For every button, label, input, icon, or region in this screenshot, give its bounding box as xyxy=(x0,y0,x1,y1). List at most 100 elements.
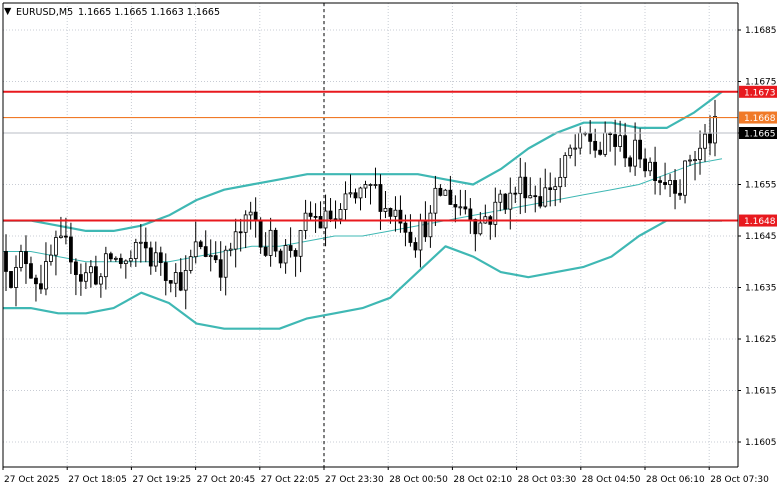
price-level-tag-1.1668 xyxy=(739,111,777,124)
candle-bear xyxy=(178,272,183,291)
candle-bull xyxy=(358,187,363,199)
candle-bear xyxy=(708,133,712,144)
candle-bull xyxy=(14,267,18,288)
candles-layer xyxy=(4,99,717,310)
candle-bull xyxy=(153,252,158,267)
candle-bear xyxy=(593,140,598,151)
candle-bull xyxy=(568,147,573,156)
bollinger-lower-line xyxy=(3,219,722,330)
candle-bull xyxy=(458,206,463,209)
candle-bear xyxy=(78,274,83,282)
candle-bull xyxy=(49,254,53,262)
candle-bull xyxy=(248,211,253,216)
candle-bear xyxy=(598,149,603,155)
candle-bear xyxy=(318,216,323,229)
candle-bull xyxy=(553,186,558,191)
y-tick-label: 1.1645 xyxy=(745,232,777,242)
last-price-tag-text: 1.1665 xyxy=(744,130,776,140)
candle-bear xyxy=(293,250,298,257)
price-levels xyxy=(3,90,738,222)
candle-bull xyxy=(443,189,448,196)
candle-bull xyxy=(518,176,523,195)
candle-bear xyxy=(623,135,628,159)
candle-bear xyxy=(263,246,268,256)
price-level-tag-text: 1.1673 xyxy=(744,88,776,98)
x-tick-label: 27 Oct 18:05 xyxy=(68,475,127,485)
candle-bear xyxy=(148,247,153,267)
candle-bull xyxy=(603,132,608,155)
candle-bull xyxy=(208,255,213,258)
x-tick-label: 28 Oct 00:50 xyxy=(389,475,448,485)
candle-bear xyxy=(448,189,453,205)
y-tick-label: 1.1685 xyxy=(745,26,777,36)
candle-bull xyxy=(498,193,503,203)
x-tick-label: 28 Oct 04:50 xyxy=(582,475,641,485)
candle-bear xyxy=(213,255,218,261)
candle-bear xyxy=(353,192,358,199)
candle-bear xyxy=(198,241,203,248)
x-tick-label: 28 Oct 02:10 xyxy=(453,475,512,485)
candle-bear xyxy=(108,253,113,260)
candle-bear xyxy=(278,250,283,264)
chart-header: ▼ EURUSD,M5 1.1665 1.1665 1.1663 1.1665 xyxy=(4,6,220,18)
candle-bear xyxy=(663,182,667,185)
y-tick-label: 1.1675 xyxy=(745,78,777,88)
candle-bull xyxy=(373,184,378,186)
candle-bull xyxy=(528,195,533,199)
ohlc-values: 1.1665 1.1665 1.1663 1.1665 xyxy=(78,7,220,18)
candle-bear xyxy=(218,259,223,278)
candle-bull xyxy=(578,132,583,149)
candle-bear xyxy=(313,216,318,218)
candle-bull xyxy=(703,133,707,149)
candle-bull xyxy=(493,201,498,225)
x-tick-label: 27 Oct 19:25 xyxy=(132,475,191,485)
candle-bear xyxy=(638,139,643,160)
x-tick-label: 27 Oct 22:05 xyxy=(261,475,320,485)
candle-bull xyxy=(283,245,288,264)
candle-bull xyxy=(383,208,388,212)
candle-bull xyxy=(303,212,308,231)
candle-bear xyxy=(413,242,418,251)
x-tick-label: 28 Oct 03:30 xyxy=(518,475,577,485)
candle-bear xyxy=(69,236,73,263)
candle-bear xyxy=(408,231,413,243)
candle-bull xyxy=(563,155,568,178)
candle-bear xyxy=(4,251,8,272)
candle-bear xyxy=(403,222,408,233)
dropdown-arrow-icon[interactable]: ▼ xyxy=(4,6,12,17)
candle-bear xyxy=(643,158,647,172)
candle-bear xyxy=(203,246,208,257)
candle-bear xyxy=(613,134,618,147)
candle-bear xyxy=(64,235,68,238)
candle-bull xyxy=(268,229,273,256)
candle-bear xyxy=(453,204,458,208)
candle-bear xyxy=(118,257,123,265)
x-tick-label: 27 Oct 20:45 xyxy=(197,475,256,485)
candle-bull xyxy=(138,241,143,244)
candle-bear xyxy=(473,219,478,235)
candle-bull xyxy=(243,214,248,233)
symbol-timeframe: EURUSD,M5 xyxy=(16,7,73,18)
candle-bull xyxy=(44,261,48,290)
candle-bull xyxy=(54,237,58,256)
candle-bull xyxy=(223,249,228,278)
candle-bear xyxy=(29,263,33,279)
candle-bear xyxy=(678,192,682,196)
candle-bull xyxy=(233,231,238,250)
candle-bull xyxy=(133,242,138,259)
candle-bull xyxy=(193,241,198,258)
candle-bear xyxy=(503,193,508,210)
bollinger-upper-line xyxy=(3,90,723,232)
last-price-tag xyxy=(739,127,777,139)
candle-bear xyxy=(238,231,243,234)
candle-bear xyxy=(34,277,38,285)
candle-bull xyxy=(59,235,63,238)
bollinger-bands xyxy=(3,90,723,330)
candle-bull xyxy=(573,147,578,150)
candle-bull xyxy=(428,212,433,238)
candle-bull xyxy=(338,209,343,220)
candle-bear xyxy=(93,266,98,285)
candle-bull xyxy=(343,193,348,210)
